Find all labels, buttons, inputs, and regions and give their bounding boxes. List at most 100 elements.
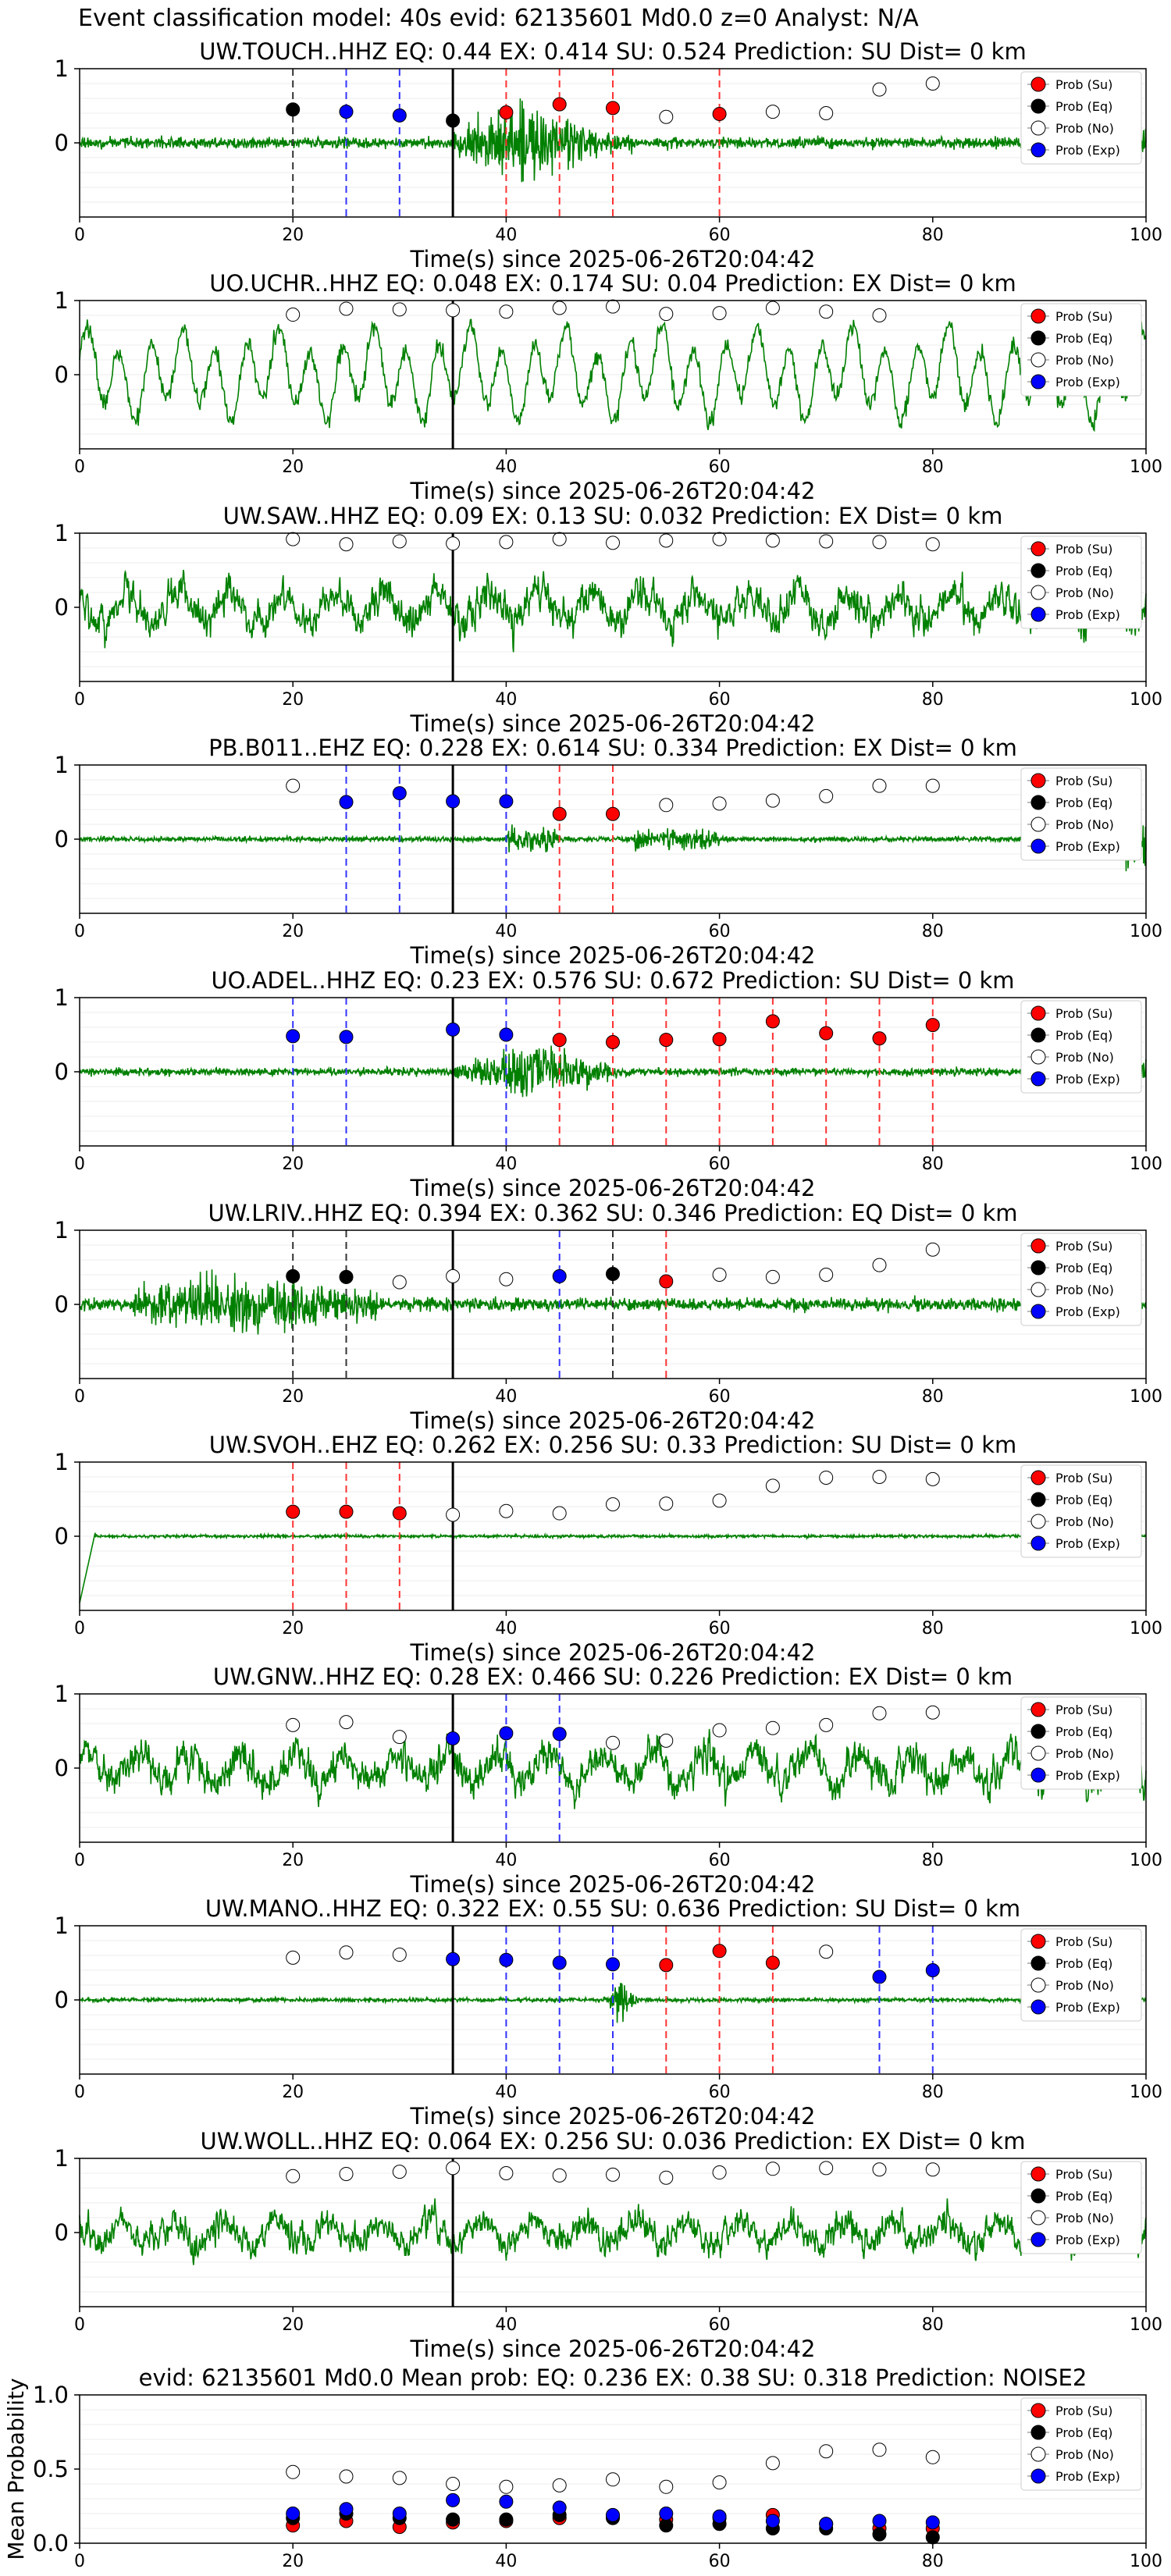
- legend-label-su: Prob (Su): [1055, 774, 1112, 788]
- prob-point-no: [499, 304, 514, 319]
- prob-point-su: [339, 1504, 354, 1519]
- prob-point-no: [712, 1268, 727, 1282]
- prob-point-no: [339, 1945, 354, 1960]
- legend-label-no: Prob (No): [1055, 585, 1114, 600]
- x-axis-label: Time(s) since 2025-06-26T20:04:42: [410, 2336, 816, 2362]
- x-tick-label: 60: [709, 1851, 731, 1870]
- prob-point-no: [659, 1496, 674, 1511]
- x-tick-label: 40: [495, 226, 517, 245]
- legend-label-no: Prob (No): [1055, 1283, 1114, 1297]
- prob-point-no: [925, 778, 940, 793]
- x-tick-label: 80: [922, 1387, 944, 1407]
- y-tick-label: 1: [55, 520, 69, 546]
- prob-point-su: [712, 1944, 727, 1959]
- prob-point-no: [819, 534, 834, 549]
- x-axis-label: Time(s) since 2025-06-26T20:04:42: [410, 1639, 816, 1666]
- x-tick-label: 20: [282, 457, 304, 477]
- x-axis-label: Time(s) since 2025-06-26T20:04:42: [410, 1407, 816, 1434]
- x-tick-label: 40: [495, 922, 517, 941]
- prob-point-no: [392, 1730, 407, 1745]
- prob-point-no: [392, 534, 407, 549]
- x-tick-label: 60: [709, 1155, 731, 1174]
- x-tick-label: 40: [495, 2083, 517, 2102]
- mean-point-exp: [872, 2514, 887, 2528]
- prob-point-no: [339, 301, 354, 316]
- prob-point-exp: [925, 1963, 940, 1977]
- x-tick-label: 100: [1130, 1387, 1162, 1407]
- panel-title: UW.LRIV..HHZ EQ: 0.394 EX: 0.362 SU: 0.3…: [208, 1200, 1017, 1226]
- prob-point-no: [339, 537, 354, 552]
- y-tick-label: 0: [55, 1059, 69, 1085]
- legend-marker-exp: [1030, 1071, 1046, 1087]
- prob-point-exp: [446, 1731, 461, 1745]
- x-tick-label: 0: [74, 2552, 85, 2571]
- prob-point-su: [712, 106, 727, 121]
- prob-point-no: [765, 793, 780, 808]
- prob-point-no: [819, 1717, 834, 1732]
- legend-marker-eq: [1030, 330, 1046, 346]
- x-tick-label: 40: [495, 1851, 517, 1870]
- prob-point-su: [606, 806, 620, 821]
- prob-point-no: [765, 301, 780, 315]
- station-panel-1: UO.UCHR..HHZ EQ: 0.048 EX: 0.174 SU: 0.0…: [55, 270, 1162, 504]
- prob-point-no: [552, 301, 567, 315]
- x-tick-label: 60: [709, 1387, 731, 1407]
- legend-box: [1020, 2161, 1142, 2254]
- mean-point-no: [819, 2444, 834, 2459]
- waveform-trace: [79, 318, 1147, 432]
- x-tick-label: 20: [282, 1619, 304, 1638]
- legend-marker-su: [1030, 541, 1046, 557]
- mean-point-exp: [499, 2494, 514, 2509]
- legend-label-su: Prob (Su): [1055, 2403, 1112, 2418]
- y-tick-label: 0: [55, 1755, 69, 1781]
- x-tick-label: 80: [922, 1619, 944, 1638]
- x-tick-label: 0: [74, 922, 85, 941]
- prob-point-exp: [552, 1955, 567, 1970]
- mean-point-exp: [552, 2500, 567, 2515]
- prob-point-no: [712, 1493, 727, 1508]
- legend-marker-su: [1030, 1934, 1046, 1949]
- prob-point-no: [819, 2161, 834, 2176]
- mean-point-exp: [819, 2517, 834, 2532]
- legend-marker-no: [1030, 1282, 1046, 1297]
- x-tick-label: 60: [709, 457, 731, 477]
- legend-label-exp: Prob (Exp): [1055, 1768, 1120, 1783]
- legend-label-eq: Prob (Eq): [1055, 1956, 1112, 1971]
- legend-marker-su: [1030, 2403, 1046, 2418]
- y-axis-label: Mean Probability: [3, 2378, 29, 2560]
- x-tick-label: 60: [709, 2083, 731, 2102]
- prob-point-exp: [499, 1726, 514, 1741]
- page-title: Event classification model: 40s evid: 62…: [78, 5, 919, 32]
- legend-label-no: Prob (No): [1055, 353, 1114, 368]
- prob-point-su: [499, 105, 514, 120]
- legend-label-su: Prob (Su): [1055, 542, 1112, 557]
- x-tick-label: 60: [709, 922, 731, 941]
- prob-point-no: [499, 1503, 514, 1518]
- panel-title: UW.MANO..HHZ EQ: 0.322 EX: 0.55 SU: 0.63…: [205, 1895, 1020, 1922]
- waveform-trace: [79, 2198, 1147, 2265]
- legend-marker-no: [1030, 1977, 1046, 1993]
- waveform-trace: [79, 569, 1147, 653]
- station-panel-5: UW.LRIV..HHZ EQ: 0.394 EX: 0.362 SU: 0.3…: [55, 1200, 1162, 1434]
- legend-box: [1020, 1233, 1142, 1326]
- prob-point-no: [606, 535, 620, 550]
- prob-point-no: [286, 532, 301, 546]
- x-tick-label: 20: [282, 2552, 304, 2571]
- legend-label-no: Prob (No): [1055, 2211, 1114, 2226]
- prob-point-no: [712, 532, 727, 546]
- legend-box: [1020, 1928, 1142, 2022]
- legend-label-exp: Prob (Exp): [1055, 839, 1120, 854]
- prob-point-su: [712, 1032, 727, 1047]
- x-tick-label: 80: [922, 2315, 944, 2335]
- legend-label-eq: Prob (Eq): [1055, 795, 1112, 810]
- x-tick-label: 0: [74, 1387, 85, 1407]
- x-tick-label: 100: [1130, 2315, 1162, 2335]
- prob-point-su: [659, 1274, 674, 1289]
- prob-point-su: [606, 1035, 620, 1049]
- prob-point-no: [659, 307, 674, 322]
- prob-point-exp: [446, 794, 461, 809]
- prob-point-no: [499, 1272, 514, 1286]
- x-tick-label: 100: [1130, 2552, 1162, 2571]
- legend-marker-eq: [1030, 1955, 1046, 1971]
